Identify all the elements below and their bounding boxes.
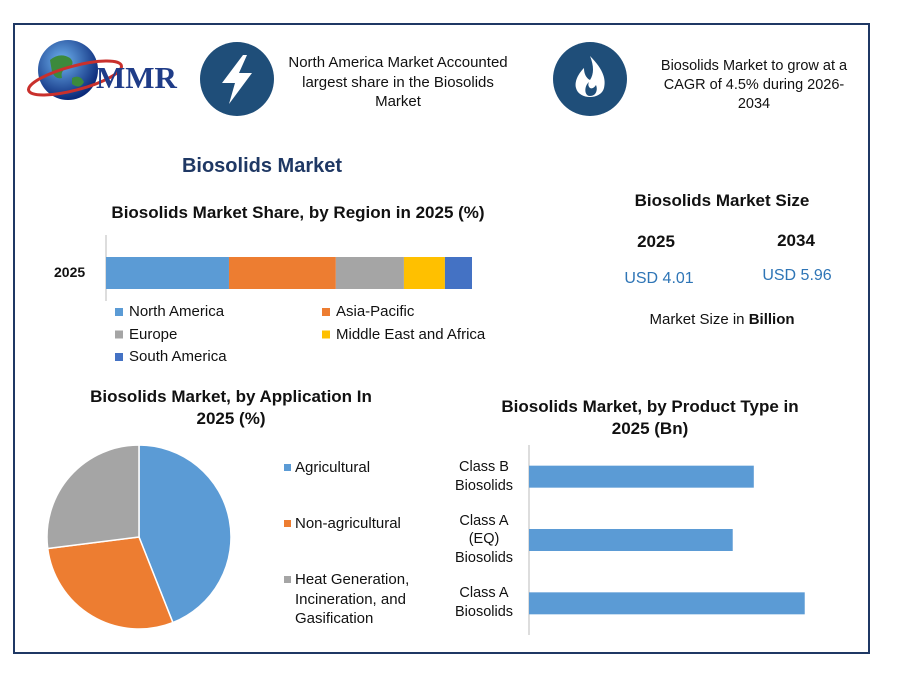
- main-title: Biosolids Market: [181, 155, 343, 177]
- legend-label: Asia-Pacific: [336, 303, 415, 320]
- legend-marker: [115, 308, 123, 316]
- logo-swoosh: [27, 59, 123, 97]
- highlight: Biosolids Market to grow at a CAGR of 4.…: [660, 58, 848, 112]
- legend-label: North America: [129, 303, 225, 320]
- logo-land: [50, 55, 84, 87]
- legend-marker: [284, 464, 291, 471]
- pie-slice: [46, 444, 140, 550]
- bar-segment: [444, 257, 472, 289]
- bar-segment: [106, 257, 229, 289]
- legend-marker: [284, 520, 291, 527]
- legend-marker: [322, 308, 330, 316]
- legend-marker: [115, 330, 123, 339]
- legend-marker: [284, 576, 291, 583]
- size-title: Biosolids Market Size: [634, 191, 810, 210]
- icon-circle: [553, 42, 627, 116]
- legend-label: Middle East and Africa: [336, 325, 486, 343]
- category-label: 2025: [54, 264, 86, 280]
- chart-title: Biosolids Market, by Application In 2025…: [90, 387, 372, 429]
- chart-title: Biosolids Market, by Product Type in 202…: [501, 397, 799, 439]
- bar-segment: [228, 257, 336, 289]
- size-value: USD 4.01: [624, 270, 694, 287]
- pie-slice: [138, 444, 232, 624]
- pie-slice: [46, 536, 174, 630]
- bar: [529, 592, 805, 615]
- legend-label: Heat Generation, Incineration, and Gasif…: [295, 571, 410, 627]
- legend-label: Non-agricultural: [295, 515, 401, 532]
- icon-flame: [575, 56, 605, 97]
- bar: [529, 529, 733, 551]
- logo-globe: [38, 40, 98, 100]
- bar-segment: [403, 257, 445, 289]
- legend-label: Agricultural: [295, 459, 371, 476]
- category-label: Class A (EQ) Biosolids: [454, 512, 514, 567]
- frame: [13, 23, 870, 654]
- highlight: North America Market Accounted largest s…: [288, 54, 508, 110]
- logo-text: MMR: [96, 60, 177, 95]
- size-note-text: Market Size in: [649, 311, 745, 328]
- size-year: 2034: [777, 231, 815, 250]
- icon-lightning: [222, 55, 252, 104]
- category-label: Class A Biosolids: [454, 585, 514, 621]
- category-label: Class B Biosolids: [454, 458, 514, 494]
- legend-marker: [115, 353, 123, 361]
- size-year: 2025: [637, 232, 675, 251]
- chart-title: Biosolids Market Share, by Region in 202…: [111, 203, 485, 222]
- size-note-unit: Billion: [748, 311, 795, 328]
- bar-segment: [335, 257, 404, 289]
- size-value: USD 5.96: [762, 267, 832, 284]
- legend-label: Europe: [129, 325, 178, 343]
- legend-label: South America: [129, 348, 227, 365]
- bar: [529, 465, 754, 488]
- size-note: Market Size in Billion: [649, 310, 794, 330]
- legend-marker: [322, 330, 330, 339]
